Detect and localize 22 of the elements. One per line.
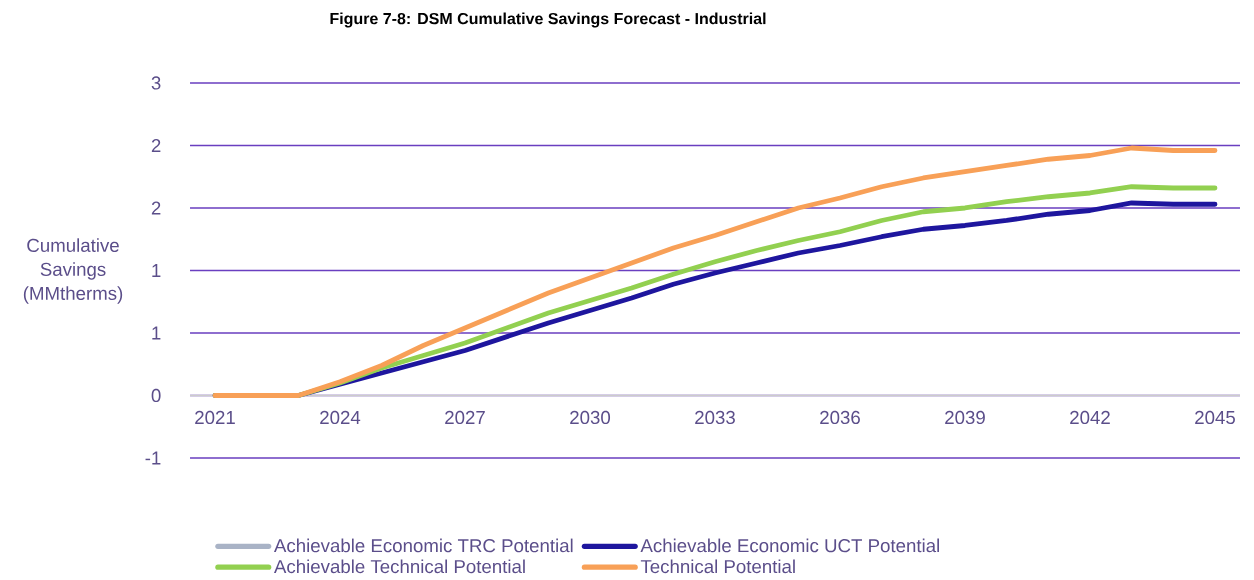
legend-label: Technical Potential [640, 559, 795, 574]
y-tick-label: 0 [151, 388, 161, 402]
x-tick-label: 2027 [445, 410, 485, 424]
x-tick-label: 2024 [320, 410, 361, 424]
y-tick-label: -1 [145, 451, 161, 465]
x-tick-label: 2030 [570, 410, 611, 424]
x-tick-label: 2033 [695, 410, 735, 424]
y-tick-label: 3 [151, 76, 161, 90]
x-tick-label: 2039 [945, 410, 985, 424]
x-tick-label: 2021 [195, 410, 235, 424]
chart-title: Figure 7-8: DSM Cumulative Savings Forecast - Industrial [330, 12, 766, 28]
x-tick-label: 2042 [1070, 410, 1110, 424]
x-tick-label: 2036 [820, 410, 860, 424]
y-tick-label: 2 [151, 138, 161, 152]
y-tick-label: 1 [152, 326, 161, 340]
legend-label: Achievable Technical Potential [273, 559, 525, 574]
legend-label: Achievable Economic TRC Potential [273, 538, 573, 553]
x-tick-label: 2045 [1195, 410, 1235, 424]
legend-label: Achievable Economic UCT Potential [640, 538, 939, 553]
y-axis-title: Cumulative Savings (MMtherms) [23, 238, 123, 304]
y-tick-label: 1 [152, 263, 161, 277]
y-tick-label: 2 [151, 201, 161, 215]
